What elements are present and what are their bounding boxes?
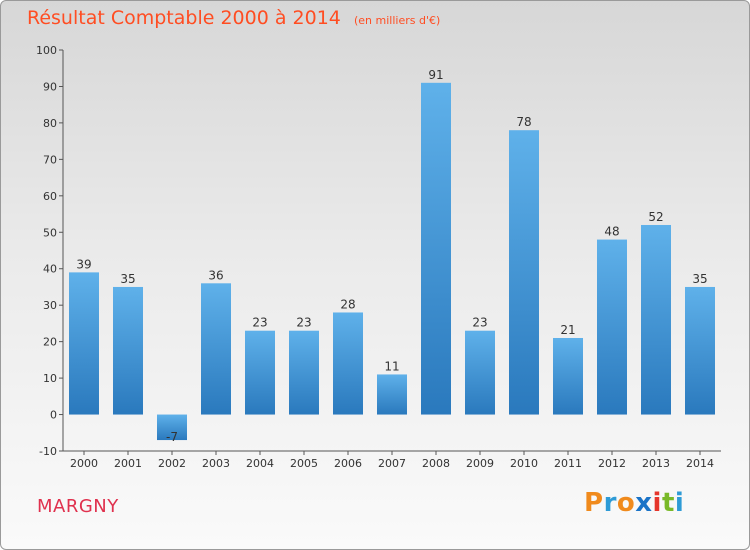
bars (69, 82, 715, 441)
value-label-2011: 21 (560, 323, 575, 337)
chart-title-unit: (en milliers d'€) (353, 14, 441, 27)
y-tick-label: 10 (43, 372, 57, 385)
y-tick-label: 40 (43, 263, 57, 276)
x-tick-label: 2004 (246, 457, 274, 470)
value-label-2009: 23 (472, 316, 487, 330)
y-tick-label: 20 (43, 336, 57, 349)
bar-2006 (333, 312, 363, 415)
bar-2013 (641, 224, 671, 415)
value-label-2000: 39 (76, 257, 91, 271)
value-label-2013: 52 (648, 210, 663, 224)
value-label-2001: 35 (120, 272, 135, 286)
logo-letter: r (603, 488, 617, 518)
x-tick-label: 2007 (378, 457, 406, 470)
bar-2002 (157, 414, 187, 441)
y-tick-label: 90 (43, 80, 57, 93)
value-label-2014: 35 (692, 272, 707, 286)
value-labels: 39 35 -7 36 23 23 28 11 91 23 78 21 48 52 35 (76, 68, 707, 444)
value-label-2004: 23 (252, 316, 267, 330)
x-tick-label: 2011 (554, 457, 582, 470)
y-tick-label: 0 (50, 409, 57, 422)
y-tick-label: 100 (36, 44, 57, 57)
bar-2008 (421, 82, 451, 415)
bar-2010 (509, 130, 539, 415)
value-label-2006: 28 (340, 297, 355, 311)
value-label-2007: 11 (384, 359, 399, 373)
proxiti-logo: Proxiti (584, 488, 684, 518)
bar-2005 (289, 330, 319, 415)
bar-2001 (113, 286, 143, 415)
logo-letter: o (616, 488, 636, 518)
value-label-2002: -7 (166, 430, 178, 444)
x-tick-label: 2005 (290, 457, 318, 470)
bar-2012 (597, 239, 627, 415)
x-tick-label: 2014 (686, 457, 714, 470)
y-tick-label: 70 (43, 153, 57, 166)
y-tick-label: 80 (43, 117, 57, 130)
x-tick-label: 2013 (642, 457, 670, 470)
x-tick-label: 2002 (158, 457, 186, 470)
chart-title-main: Résultat Comptable 2000 à 2014 (27, 7, 341, 29)
bar-2000 (69, 272, 99, 415)
x-tick-label: 2001 (114, 457, 142, 470)
x-tick-label: 2008 (422, 457, 450, 470)
value-label-2010: 78 (516, 115, 531, 129)
logo-letter: i (652, 488, 662, 518)
bar-2014 (685, 286, 715, 415)
bar-2007 (377, 374, 407, 415)
y-tick-label: 60 (43, 190, 57, 203)
value-label-2003: 36 (208, 268, 223, 282)
y-tick-label: 30 (43, 299, 57, 312)
value-label-2012: 48 (604, 225, 619, 239)
logo-letter: t (661, 488, 675, 518)
value-label-2005: 23 (296, 316, 311, 330)
y-tick-label: 50 (43, 226, 57, 239)
x-tick-label: 2000 (70, 457, 98, 470)
value-label-2008: 91 (428, 68, 443, 82)
commune-name: MARGNY (37, 496, 119, 517)
bar-2004 (245, 330, 275, 415)
bar-2003 (201, 283, 231, 415)
bar-2011 (553, 337, 583, 415)
y-tick-label: -10 (39, 445, 57, 458)
logo-letter: P (584, 488, 604, 518)
x-tick-label: 2009 (466, 457, 494, 470)
logo-letter: i (674, 488, 685, 518)
x-tick-label: 2006 (334, 457, 362, 470)
logo-letter: x (635, 488, 653, 518)
bar-2009 (465, 330, 495, 415)
x-tick-label: 2010 (510, 457, 538, 470)
x-tick-label: 2012 (598, 457, 626, 470)
x-tick-label: 2003 (202, 457, 230, 470)
chart-title: Résultat Comptable 2000 à 2014 (en milli… (27, 7, 440, 29)
axes: -10 0 10 20 30 40 50 60 70 80 90 100 2000 2001 2002 200… (36, 44, 721, 470)
